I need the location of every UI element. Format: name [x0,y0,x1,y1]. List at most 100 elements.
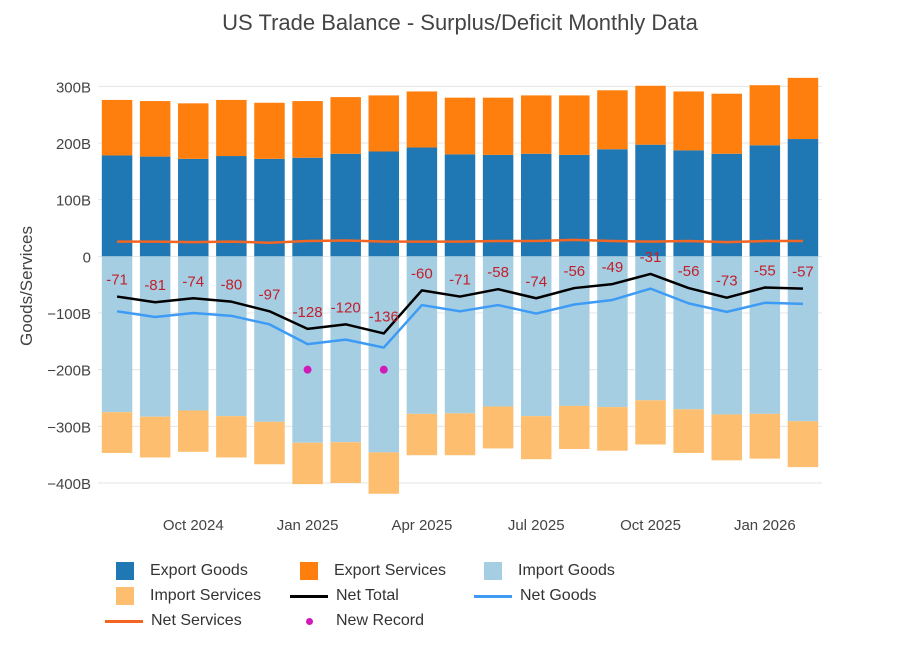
net-total-data-label: -120 [331,299,361,316]
net-total-data-label: -71 [106,272,128,289]
line-series [116,238,803,349]
bar-import-goods [292,256,323,443]
net-total-data-label: -56 [563,263,585,280]
bar-export-services [139,101,171,157]
bar-import-goods [787,256,819,422]
bar-import-goods [711,256,742,415]
line-net-goods [116,287,803,349]
legend-item-net-goods[interactable]: Net Goods [474,587,596,605]
net-total-data-label: -74 [182,273,204,290]
net-total-data-label: -71 [449,272,471,289]
net-total-data-label: -80 [221,277,243,294]
bar-import-services [330,442,361,483]
bar-import-services [635,400,666,445]
x-tick-label: Jan 2025 [277,517,339,534]
legend-swatch [290,617,328,625]
net-total-data-label: -136 [369,308,399,325]
bar-import-goods [444,256,476,414]
x-tick-label: Jul 2025 [508,517,565,534]
bar-export-goods [787,139,819,257]
bar-export-services [711,93,742,154]
line-net-services [117,238,803,244]
bar-export-goods [178,158,209,257]
legend-item-net-total[interactable]: Net Total [290,587,399,605]
legend-label: New Record [336,612,425,629]
legend-label: Import Goods [518,562,615,579]
bar-export-services [254,102,285,159]
new-record-marker [303,365,312,374]
new-record-marker [379,365,388,374]
bar-import-goods [178,256,209,411]
bar-import-goods [482,256,514,407]
bar-import-goods [254,256,285,422]
x-tick-label: Oct 2024 [163,517,224,534]
y-tick-label: 100B [56,193,91,210]
legend-swatch [484,562,502,580]
bar-export-services [406,91,438,148]
bar-export-goods [749,145,781,257]
bar-import-services [711,414,742,461]
net-total-data-label: -56 [678,263,700,280]
bar-export-services [635,85,666,145]
net-total-data-label: -57 [792,264,814,281]
legend-item-import-goods[interactable]: Import Goods [484,562,615,580]
bar-import-goods [635,256,666,401]
bar-import-goods [330,256,361,443]
legend-swatch [290,594,328,598]
bar-import-services [292,442,323,485]
bar-export-services [368,95,400,152]
bar-import-services [673,409,704,453]
bar-import-services [406,413,438,456]
net-total-data-label: -58 [487,264,509,281]
bar-import-services [368,452,400,494]
bar-import-goods [406,256,438,414]
bar-import-goods [139,256,171,417]
bar-import-services [597,407,628,451]
chart-title: US Trade Balance - Surplus/Deficit Month… [222,10,698,35]
net-total-data-label: -74 [525,273,547,290]
x-tick-label: Apr 2025 [391,517,452,534]
legend-item-export-goods[interactable]: Export Goods [116,562,248,580]
bar-export-services [787,77,819,140]
bar-export-services [482,97,514,155]
legend-swatch [105,619,143,623]
bar-import-goods [559,256,590,406]
data-labels: -71 -81 -74 -80-97-128 -120-136-60 -71 -58-74-… [106,249,814,326]
bar-export-goods [444,154,476,257]
legend-item-net-services[interactable]: Net Services [105,612,242,630]
bar-export-services [444,97,476,155]
bar-import-services [178,410,209,452]
net-total-data-label: -128 [293,304,323,321]
bar-export-services [178,103,209,159]
bar-export-goods [254,158,285,257]
y-tick-label: −300B [47,419,91,436]
legend-item-import-services[interactable]: Import Services [116,587,261,605]
bar-export-services [292,101,323,158]
y-tick-label: 300B [56,79,91,96]
bar-import-goods [597,256,628,408]
legend-label: Net Goods [520,587,597,604]
bar-import-services [216,416,247,458]
bar-export-goods [482,154,514,257]
bar-export-services [216,99,247,157]
bar-import-goods [749,256,781,414]
net-total-data-label: -97 [259,286,281,303]
y-tick-label: −200B [47,363,91,380]
net-total-data-label: -49 [602,259,624,276]
bar-export-goods [520,153,552,257]
legend-swatch [116,587,134,605]
y-tick-label: 0 [83,249,91,266]
legend-item-export-services[interactable]: Export Services [300,562,446,580]
legend-swatch [116,562,134,580]
legend-label: Import Services [150,587,262,604]
x-axis: Oct 2024 Jan 2025 Apr 2025 Jul 2025 Oct 2025… [163,517,796,534]
bar-export-goods [139,156,171,257]
y-axis-label: Goods/Services [17,226,36,346]
bar-export-goods [216,156,247,257]
x-tick-label: Jan 2026 [734,517,796,534]
legend-item-new-record[interactable]: New Record [290,612,424,630]
legend-label: Export Goods [150,562,248,579]
legend-swatch [474,594,512,598]
bar-export-services [597,90,628,150]
